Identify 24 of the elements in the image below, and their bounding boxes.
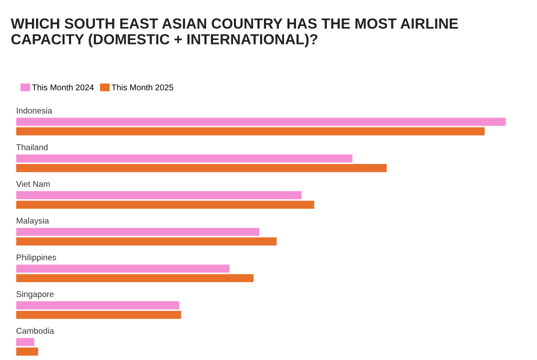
legend-label: This Month 2025 [112,84,174,90]
bar [16,154,352,163]
bar [16,228,260,236]
bar [16,191,302,200]
y-tick-label: Indonesia [16,107,52,114]
bar [16,264,230,273]
y-tick-label: Cambodia [16,328,54,334]
bar [16,164,387,172]
bar [16,200,314,209]
bar [16,127,485,136]
bar [16,118,506,126]
bar [16,274,254,282]
bar [16,301,180,310]
y-tick-label: Thailand [16,144,48,150]
bar [16,338,34,346]
y-tick-label: Malaysia [16,218,49,226]
bar [16,348,38,356]
chart-title: WHICH SOUTH EAST ASIAN COUNTRY HAS THE MOST AIRLINE CAPACITY (DOMESTIC + INTERNATIONAL)? [10,18,458,48]
bar [16,310,182,319]
y-tick-label: Viet Nam [16,180,50,187]
y-tick-label: Philippines [16,254,56,262]
bar [16,237,277,246]
legend-label: This Month 2024 [32,84,94,90]
y-tick-label: Singapore [16,290,54,299]
